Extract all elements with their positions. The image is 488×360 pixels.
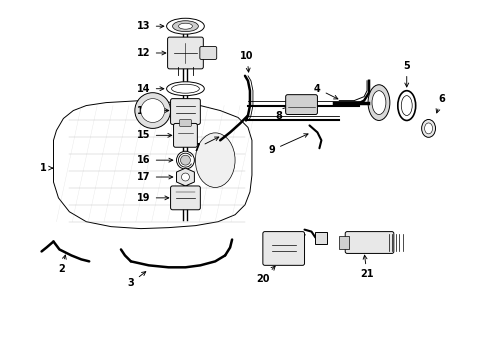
- Text: 4: 4: [313, 84, 337, 99]
- Text: 15: 15: [137, 130, 171, 140]
- Bar: [339, 235, 348, 249]
- Text: 11: 11: [287, 235, 305, 249]
- FancyBboxPatch shape: [173, 123, 197, 147]
- Text: 13: 13: [137, 21, 163, 31]
- Text: 8: 8: [275, 107, 286, 121]
- Text: 21: 21: [360, 255, 373, 279]
- FancyBboxPatch shape: [200, 46, 216, 59]
- Text: 16: 16: [137, 155, 172, 165]
- Text: 19: 19: [137, 193, 168, 203]
- Text: 17: 17: [137, 172, 172, 182]
- FancyBboxPatch shape: [285, 95, 317, 114]
- Ellipse shape: [171, 84, 199, 93]
- Polygon shape: [176, 168, 194, 186]
- Ellipse shape: [172, 21, 198, 32]
- Text: 5: 5: [403, 61, 409, 87]
- Ellipse shape: [397, 91, 415, 121]
- Ellipse shape: [371, 91, 385, 114]
- Text: 1: 1: [40, 163, 53, 173]
- Circle shape: [135, 93, 170, 129]
- PathPatch shape: [53, 100, 251, 229]
- FancyBboxPatch shape: [179, 120, 191, 126]
- Text: 6: 6: [435, 94, 444, 113]
- Text: 20: 20: [256, 266, 275, 284]
- FancyBboxPatch shape: [170, 99, 200, 125]
- Ellipse shape: [367, 85, 389, 121]
- Ellipse shape: [178, 23, 192, 29]
- FancyBboxPatch shape: [167, 37, 203, 69]
- Text: 2: 2: [58, 255, 66, 274]
- Ellipse shape: [401, 96, 411, 116]
- Text: 3: 3: [127, 272, 145, 288]
- Circle shape: [181, 173, 189, 181]
- FancyBboxPatch shape: [170, 186, 200, 210]
- Ellipse shape: [424, 123, 432, 134]
- Text: 10: 10: [240, 51, 253, 72]
- Circle shape: [141, 99, 164, 122]
- Text: 18: 18: [137, 105, 168, 116]
- FancyBboxPatch shape: [263, 231, 304, 265]
- Ellipse shape: [421, 120, 435, 137]
- Text: 7: 7: [193, 137, 218, 153]
- Text: 9: 9: [268, 134, 307, 155]
- Ellipse shape: [166, 18, 204, 34]
- Bar: [315, 231, 326, 243]
- FancyBboxPatch shape: [345, 231, 393, 253]
- Text: 14: 14: [137, 84, 163, 94]
- Text: 12: 12: [137, 48, 165, 58]
- Ellipse shape: [195, 133, 235, 188]
- Circle shape: [176, 151, 194, 169]
- Circle shape: [180, 155, 190, 165]
- Ellipse shape: [166, 82, 204, 96]
